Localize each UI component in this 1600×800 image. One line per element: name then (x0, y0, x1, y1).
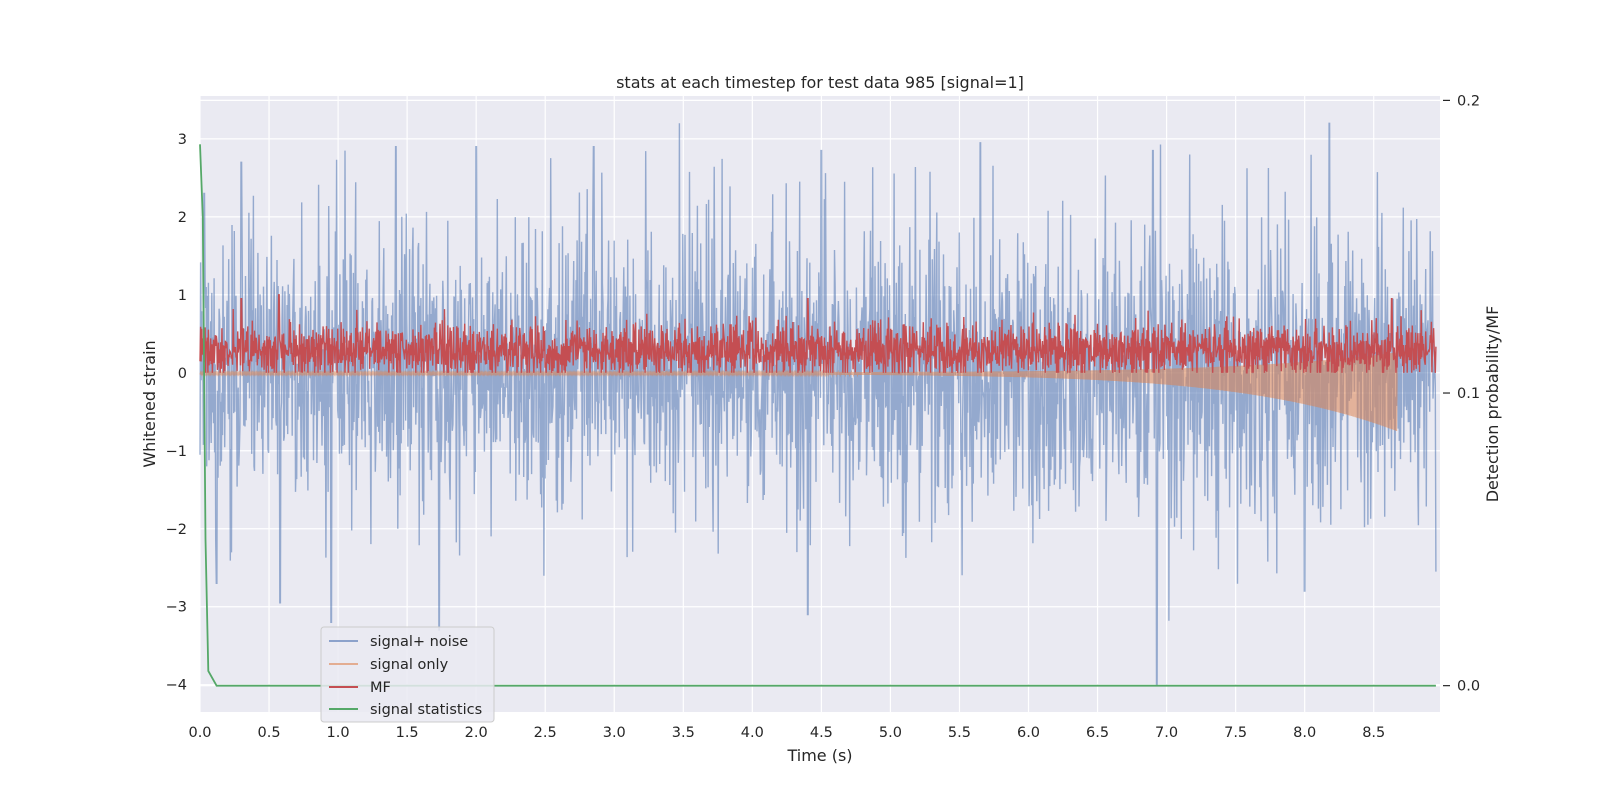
x-tick-label: 0.5 (258, 725, 281, 741)
series-mf (199, 294, 1437, 374)
x-tick-label: 2.0 (465, 725, 488, 741)
x-tick-label: 4.0 (741, 725, 764, 741)
y-tick-label: 0 (178, 366, 187, 382)
x-tick-label: 6.0 (1017, 725, 1040, 741)
legend-label-signal-only: signal only (370, 657, 449, 673)
y2-tick-label: 0.1 (1457, 386, 1480, 402)
x-tick-label: 1.5 (396, 725, 419, 741)
x-tick-label: 5.0 (879, 725, 902, 741)
legend-label-signal-statistics: signal statistics (370, 702, 482, 718)
y-tick-label: 2 (178, 210, 187, 226)
tick-labels: 0.0 0.5 1.0 1.5 2.0 2.5 3.0 3.5 4.0 4.5 5.0 5.5 6.0 6… (166, 93, 1480, 741)
legend-label-signal-noise: signal+ noise (370, 634, 468, 650)
x-tick-label: 3.0 (603, 725, 626, 741)
y2-axis-label: Detection probability/MF (1483, 306, 1502, 503)
y2-tick-label: 0.0 (1457, 679, 1480, 695)
legend-label-mf: MF (370, 680, 391, 696)
x-tick-label: 5.5 (948, 725, 971, 741)
x-tick-label: 7.0 (1155, 725, 1178, 741)
y2-tick-label: 0.2 (1457, 93, 1480, 109)
y-tick-label: 3 (178, 132, 187, 148)
x-tick-label: 7.5 (1224, 725, 1247, 741)
x-tick-label: 0.0 (188, 725, 211, 741)
chart-title: stats at each timestep for test data 985… (616, 73, 1024, 92)
x-tick-label: 8.5 (1362, 725, 1385, 741)
legend-box (320, 626, 495, 723)
y-tick-label: −2 (166, 522, 187, 538)
y-tick-label: −3 (166, 600, 187, 616)
y-axis-label: Whitened strain (140, 340, 159, 467)
x-axis-label: Time (s) (786, 746, 852, 765)
x-tick-label: 3.5 (672, 725, 695, 741)
x-tick-label: 6.5 (1086, 725, 1109, 741)
x-tick-label: 2.5 (534, 725, 557, 741)
y-tick-label: 1 (178, 288, 187, 304)
y-tick-label: −4 (166, 678, 187, 694)
legend: signal+ noise signal only MF signal stat… (320, 626, 495, 723)
x-tick-label: 8.0 (1293, 725, 1316, 741)
y-tick-label: −1 (166, 444, 187, 460)
x-tick-label: 4.5 (810, 725, 833, 741)
x-tick-label: 1.0 (327, 725, 350, 741)
